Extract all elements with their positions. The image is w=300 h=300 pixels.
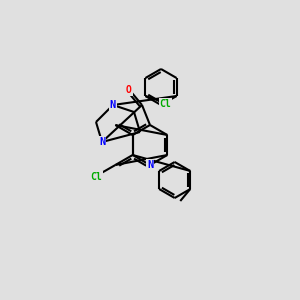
Text: N: N xyxy=(110,100,116,110)
Text: N: N xyxy=(99,137,105,147)
Text: O: O xyxy=(126,85,132,95)
Text: N: N xyxy=(147,160,153,170)
Text: Cl: Cl xyxy=(91,172,102,182)
Text: Cl: Cl xyxy=(160,99,171,109)
